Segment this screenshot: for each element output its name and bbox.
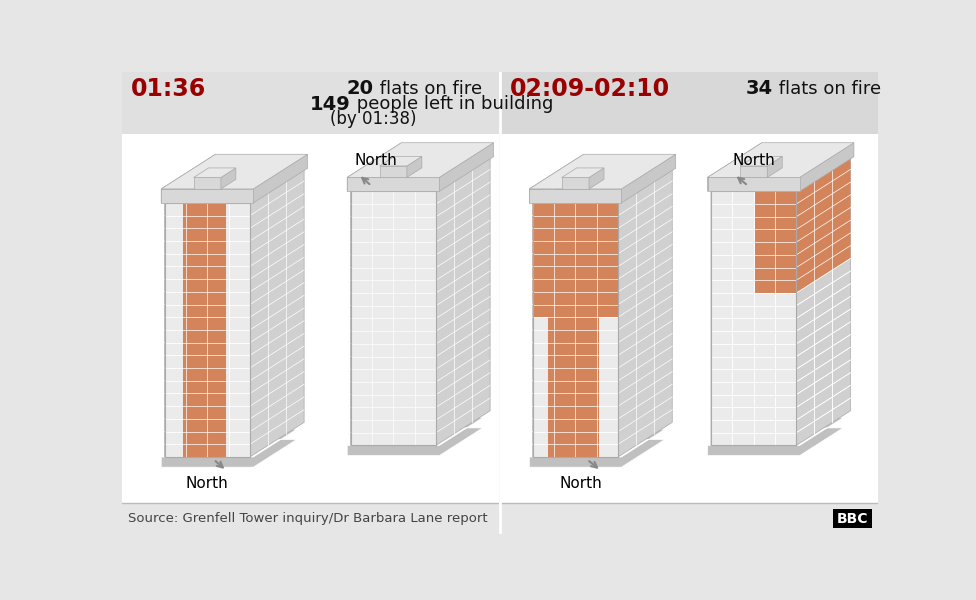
Bar: [711, 191, 796, 445]
Polygon shape: [161, 154, 307, 189]
Bar: [549, 203, 599, 457]
Text: North: North: [355, 153, 397, 168]
Text: North: North: [732, 153, 775, 168]
Text: North: North: [559, 476, 602, 491]
Bar: [165, 203, 250, 457]
Bar: [533, 203, 549, 317]
Bar: [533, 203, 618, 457]
Bar: [599, 203, 618, 317]
Text: flats on fire: flats on fire: [773, 80, 881, 98]
Polygon shape: [529, 154, 675, 189]
Polygon shape: [529, 189, 622, 203]
FancyBboxPatch shape: [834, 509, 873, 528]
Bar: [350, 191, 436, 445]
Polygon shape: [618, 168, 672, 457]
Polygon shape: [708, 143, 762, 191]
Polygon shape: [221, 168, 236, 189]
Bar: [183, 203, 226, 457]
Polygon shape: [708, 143, 854, 178]
Text: (by 01:38): (by 01:38): [330, 110, 417, 128]
Polygon shape: [740, 157, 782, 166]
Text: BBC: BBC: [837, 512, 869, 526]
Polygon shape: [622, 154, 675, 203]
Polygon shape: [350, 157, 405, 445]
Text: 01:36: 01:36: [132, 77, 207, 101]
Polygon shape: [529, 154, 584, 203]
Text: Source: Grenfell Tower inquiry/Dr Barbara Lane report: Source: Grenfell Tower inquiry/Dr Barbar…: [128, 512, 488, 525]
Polygon shape: [347, 178, 439, 191]
Polygon shape: [796, 157, 850, 445]
Text: flats on fire: flats on fire: [374, 80, 482, 98]
Bar: [501, 103, 878, 134]
Text: people left in building: people left in building: [350, 95, 553, 113]
Polygon shape: [380, 157, 422, 166]
Polygon shape: [161, 189, 254, 203]
Bar: [122, 72, 501, 103]
Polygon shape: [708, 178, 799, 191]
Polygon shape: [250, 168, 305, 457]
Bar: [501, 72, 878, 103]
Polygon shape: [347, 143, 494, 178]
Polygon shape: [436, 157, 490, 445]
Bar: [122, 503, 878, 534]
Text: North: North: [185, 476, 228, 491]
Polygon shape: [254, 154, 307, 203]
Bar: [122, 103, 501, 134]
Bar: [193, 178, 221, 189]
Polygon shape: [799, 143, 854, 191]
Polygon shape: [796, 157, 850, 293]
Polygon shape: [562, 168, 604, 178]
Polygon shape: [407, 157, 422, 178]
Polygon shape: [439, 143, 494, 191]
Polygon shape: [529, 429, 665, 467]
Bar: [380, 166, 407, 178]
Bar: [562, 178, 589, 189]
Bar: [755, 191, 796, 293]
Polygon shape: [711, 157, 765, 445]
Polygon shape: [533, 168, 587, 457]
Polygon shape: [347, 143, 401, 191]
Polygon shape: [347, 418, 483, 455]
Bar: [165, 203, 250, 457]
Bar: [740, 166, 767, 178]
Text: 34: 34: [746, 79, 773, 98]
Bar: [122, 134, 501, 503]
Text: 149: 149: [309, 95, 350, 114]
Bar: [500, 103, 501, 503]
Polygon shape: [533, 168, 587, 299]
Bar: [350, 191, 436, 445]
Bar: [501, 134, 878, 503]
Polygon shape: [193, 168, 236, 178]
Polygon shape: [767, 157, 782, 178]
Bar: [533, 203, 618, 457]
Polygon shape: [165, 168, 219, 457]
Polygon shape: [161, 429, 297, 467]
Polygon shape: [161, 154, 216, 203]
Bar: [711, 191, 796, 445]
Polygon shape: [589, 168, 604, 189]
Text: 02:09-02:10: 02:09-02:10: [509, 77, 670, 101]
Text: 20: 20: [346, 79, 374, 98]
Polygon shape: [708, 418, 843, 455]
